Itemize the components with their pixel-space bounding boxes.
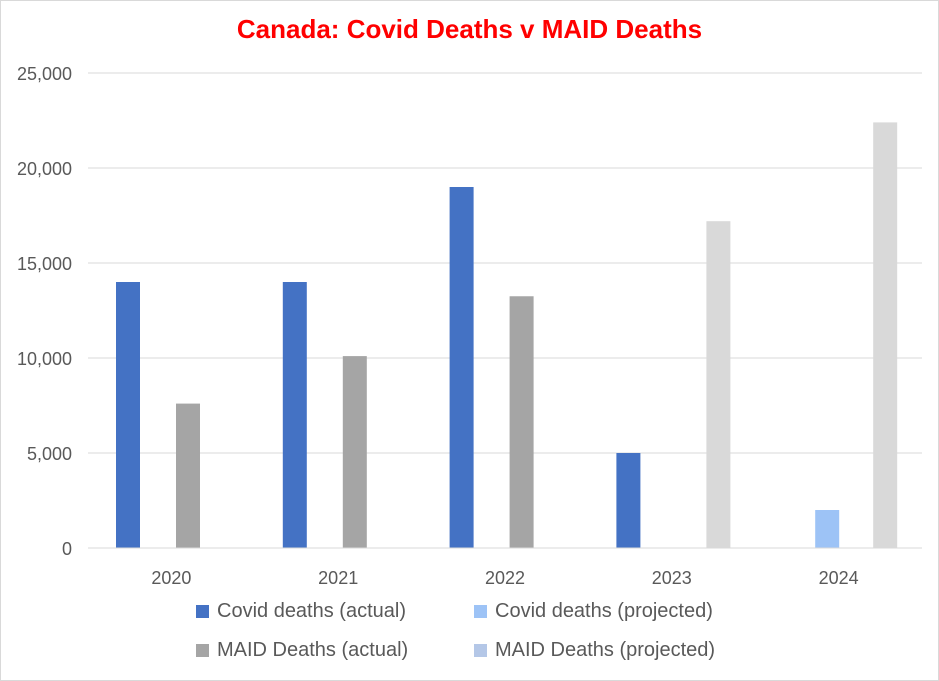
- bar-covid-actual-2021: [282, 282, 307, 548]
- y-tick-label: 20,000: [17, 159, 72, 179]
- legend-swatch-covid-projected: [474, 605, 487, 618]
- legend-item: MAID Deaths (actual): [196, 639, 474, 662]
- bar-covid-projected-2024: [815, 510, 840, 548]
- y-tick-label: 15,000: [17, 254, 72, 274]
- bar-covid-actual-2020: [116, 282, 140, 548]
- legend-item: Covid deaths (projected): [474, 600, 774, 623]
- legend-item: MAID Deaths (projected): [474, 639, 774, 662]
- x-tick-label: 2022: [485, 568, 525, 588]
- bars: [116, 122, 898, 549]
- legend-label-maid-projected: MAID Deaths (projected): [495, 639, 716, 661]
- y-axis-tick-labels: 0 5,000 10,000 15,000 20,000 25,000: [17, 64, 72, 559]
- x-axis-tick-labels: 2020 2021 2022 2023 2024: [151, 568, 858, 588]
- bar-maid-projected-2024: [873, 122, 898, 549]
- x-tick-label: 2020: [151, 568, 191, 588]
- y-tick-label: 0: [62, 539, 72, 559]
- legend-item: Covid deaths (actual): [196, 600, 474, 623]
- x-tick-label: 2021: [318, 568, 358, 588]
- legend-swatch-maid-actual: [196, 644, 209, 657]
- x-tick-label: 2023: [652, 568, 692, 588]
- y-tick-label: 10,000: [17, 349, 72, 369]
- chart-title: Canada: Covid Deaths v MAID Deaths: [236, 14, 703, 44]
- gridlines: [88, 72, 922, 454]
- bar-maid-actual-2022: [509, 296, 534, 548]
- legend-label-maid-actual: MAID Deaths (actual): [217, 639, 409, 661]
- legend-label-covid-projected: Covid deaths (projected): [495, 600, 713, 622]
- bar-covid-actual-2023: [616, 453, 641, 548]
- legend-swatch-maid-projected: [474, 644, 487, 657]
- bar-covid-actual-2022: [449, 187, 474, 548]
- y-tick-label: 25,000: [17, 64, 72, 84]
- legend-label-covid-actual: Covid deaths (actual): [217, 600, 406, 622]
- x-tick-label: 2024: [819, 568, 859, 588]
- legend-swatch-covid-actual: [196, 605, 209, 618]
- bar-maid-projected-2023: [706, 221, 731, 548]
- bar-maid-actual-2020: [176, 403, 200, 548]
- legend: Covid deaths (actual) Covid deaths (proj…: [196, 600, 796, 662]
- bar-maid-actual-2021: [342, 356, 367, 548]
- y-tick-label: 5,000: [27, 444, 72, 464]
